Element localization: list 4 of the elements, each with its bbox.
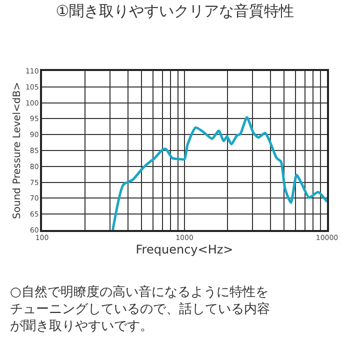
y-axis-title: Sound Pressure Level<dB>: [12, 82, 23, 219]
chart-title: ①聞き取りやすいクリアな音質特性: [56, 2, 294, 20]
text: ○自然で明瞭度の高い音になるように特性をチューニングしているので、話している内容が聞き取りやすいです。: [10, 284, 270, 334]
x-axis-title: Frequency<Hz>: [136, 242, 234, 257]
